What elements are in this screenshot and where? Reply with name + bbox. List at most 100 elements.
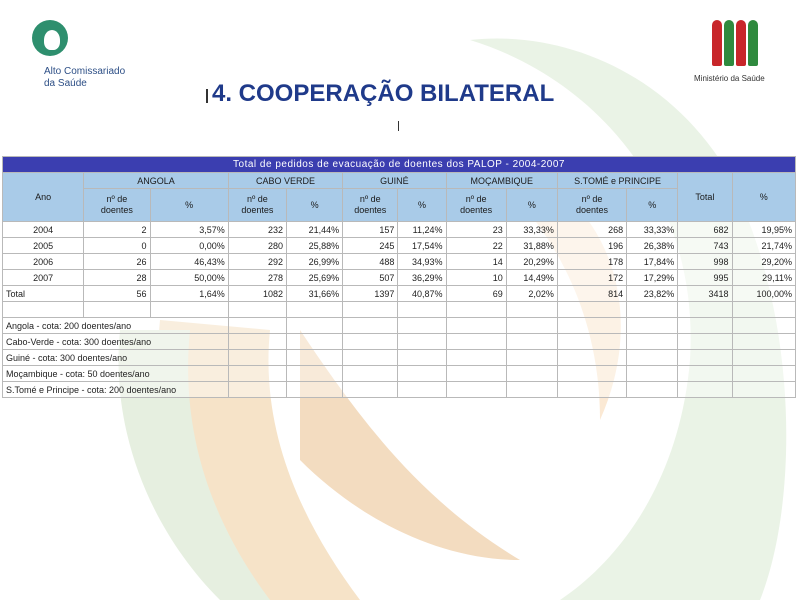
empty-cell bbox=[445, 301, 507, 318]
col-header-country: MOÇAMBIQUE bbox=[445, 172, 558, 189]
empty-cell bbox=[342, 365, 399, 382]
data-cell: 157 bbox=[342, 221, 399, 238]
empty-cell bbox=[445, 333, 507, 350]
data-cell: 14 bbox=[445, 253, 507, 270]
table-row: 2005 0 0,00% 280 25,88% 245 17,54% 22 31,88% 196 2… bbox=[1, 237, 796, 254]
col-header-ano: Ano bbox=[1, 172, 85, 222]
figure-icon bbox=[748, 20, 758, 66]
data-cell: 2 bbox=[83, 221, 151, 238]
row-total: 998 bbox=[677, 253, 733, 270]
data-cell: 26 bbox=[83, 253, 151, 270]
empty-cell bbox=[556, 349, 628, 366]
spacer-row bbox=[1, 301, 796, 318]
quota-note: S.Tomé e Principe - cota: 200 doentes/an… bbox=[2, 381, 229, 398]
subheader-n-doentes: nº de doentes bbox=[342, 188, 399, 222]
data-cell: 232 bbox=[227, 221, 287, 238]
subheader-n-doentes: nº de doentes bbox=[83, 188, 151, 222]
data-cell: 28 bbox=[83, 269, 151, 286]
total-row: Total 56 1,64% 1082 31,66% 1397 40,87% 69 2,02% 8… bbox=[1, 285, 796, 302]
col-header-pct: % bbox=[731, 172, 796, 222]
subheader-pct: % bbox=[505, 188, 558, 222]
empty-cell bbox=[677, 349, 733, 366]
col-header-country: GUINÉ bbox=[342, 172, 447, 189]
logo-text-line2: da Saúde bbox=[44, 78, 87, 89]
empty-cell bbox=[626, 349, 679, 366]
data-cell: 268 bbox=[556, 221, 628, 238]
subheader-line: doentes bbox=[354, 205, 387, 215]
empty-cell bbox=[285, 381, 344, 398]
quota-note: Moçambique - cota: 50 doentes/ano bbox=[2, 365, 229, 382]
empty-cell bbox=[731, 365, 796, 382]
data-cell: 22 bbox=[445, 237, 507, 254]
empty-cell bbox=[731, 301, 796, 318]
empty-cell bbox=[149, 301, 229, 318]
data-cell: 196 bbox=[556, 237, 628, 254]
empty-cell bbox=[227, 365, 287, 382]
empty-cell bbox=[397, 381, 447, 398]
subheader-pct: % bbox=[285, 188, 344, 222]
subheader-line: doentes bbox=[576, 205, 609, 215]
grand-pct: 100,00% bbox=[731, 285, 796, 302]
empty-cell bbox=[397, 301, 447, 318]
empty-cell bbox=[677, 301, 733, 318]
data-cell: 245 bbox=[342, 237, 399, 254]
data-cell: 17,84% bbox=[626, 253, 679, 270]
empty-cell bbox=[227, 381, 287, 398]
total-cell: 31,66% bbox=[285, 285, 344, 302]
subheader-line: nº de bbox=[359, 194, 381, 204]
empty-cell bbox=[285, 317, 344, 334]
empty-cell bbox=[505, 317, 558, 334]
empty-cell bbox=[397, 365, 447, 382]
empty-cell bbox=[556, 381, 628, 398]
total-cell: 1,64% bbox=[149, 285, 229, 302]
row-year: 2005 bbox=[1, 237, 85, 254]
row-pct: 19,95% bbox=[731, 221, 796, 238]
data-cell: 26,99% bbox=[285, 253, 344, 270]
data-cell: 26,38% bbox=[626, 237, 679, 254]
title-marker bbox=[206, 89, 208, 103]
row-year: 2007 bbox=[1, 269, 85, 286]
empty-cell bbox=[445, 317, 507, 334]
data-cell: 14,49% bbox=[505, 269, 558, 286]
empty-cell bbox=[505, 301, 558, 318]
table-row: 2004 2 3,57% 232 21,44% 157 11,24% 23 33,33% 268 3… bbox=[1, 221, 796, 238]
row-total: 682 bbox=[677, 221, 733, 238]
empty-cell bbox=[285, 301, 344, 318]
empty-cell bbox=[505, 333, 558, 350]
empty-cell bbox=[227, 317, 287, 334]
data-cell: 507 bbox=[342, 269, 399, 286]
grand-total: 3418 bbox=[677, 285, 733, 302]
data-cell: 178 bbox=[556, 253, 628, 270]
figure-icon bbox=[736, 20, 746, 66]
data-cell: 17,29% bbox=[626, 269, 679, 286]
evacuation-table: Total de pedidos de evacuação de doentes… bbox=[1, 156, 796, 398]
quota-note: Angola - cota: 200 doentes/ano bbox=[2, 317, 229, 334]
data-cell: 34,93% bbox=[397, 253, 447, 270]
alto-comissariado-logo: Alto Comissariado da Saúde bbox=[28, 16, 158, 96]
empty-cell bbox=[445, 381, 507, 398]
subheader-pct: % bbox=[149, 188, 229, 222]
row-total: 995 bbox=[677, 269, 733, 286]
page-title: 4. COOPERAÇÃO BILATERAL bbox=[212, 80, 555, 107]
data-cell: 33,33% bbox=[505, 221, 558, 238]
total-cell: 69 bbox=[445, 285, 507, 302]
empty-cell bbox=[342, 349, 399, 366]
total-cell: 2,02% bbox=[505, 285, 558, 302]
col-header-country: CABO VERDE bbox=[227, 172, 344, 189]
empty-cell bbox=[556, 317, 628, 334]
empty-cell bbox=[556, 365, 628, 382]
empty-cell bbox=[397, 317, 447, 334]
total-label: Total bbox=[1, 285, 85, 302]
empty-cell bbox=[731, 333, 796, 350]
empty-cell bbox=[556, 301, 628, 318]
data-cell: 33,33% bbox=[626, 221, 679, 238]
subheader-line: doentes bbox=[460, 205, 493, 215]
row-year: 2006 bbox=[1, 253, 85, 270]
ministerio-saude-logo: Ministério da Saúde bbox=[690, 14, 780, 94]
row-pct: 29,20% bbox=[731, 253, 796, 270]
data-cell: 278 bbox=[227, 269, 287, 286]
quota-note-row: Angola - cota: 200 doentes/ano bbox=[2, 317, 796, 334]
data-cell: 25,88% bbox=[285, 237, 344, 254]
empty-cell bbox=[731, 381, 796, 398]
logo-caption: Ministério da Saúde bbox=[694, 74, 765, 83]
